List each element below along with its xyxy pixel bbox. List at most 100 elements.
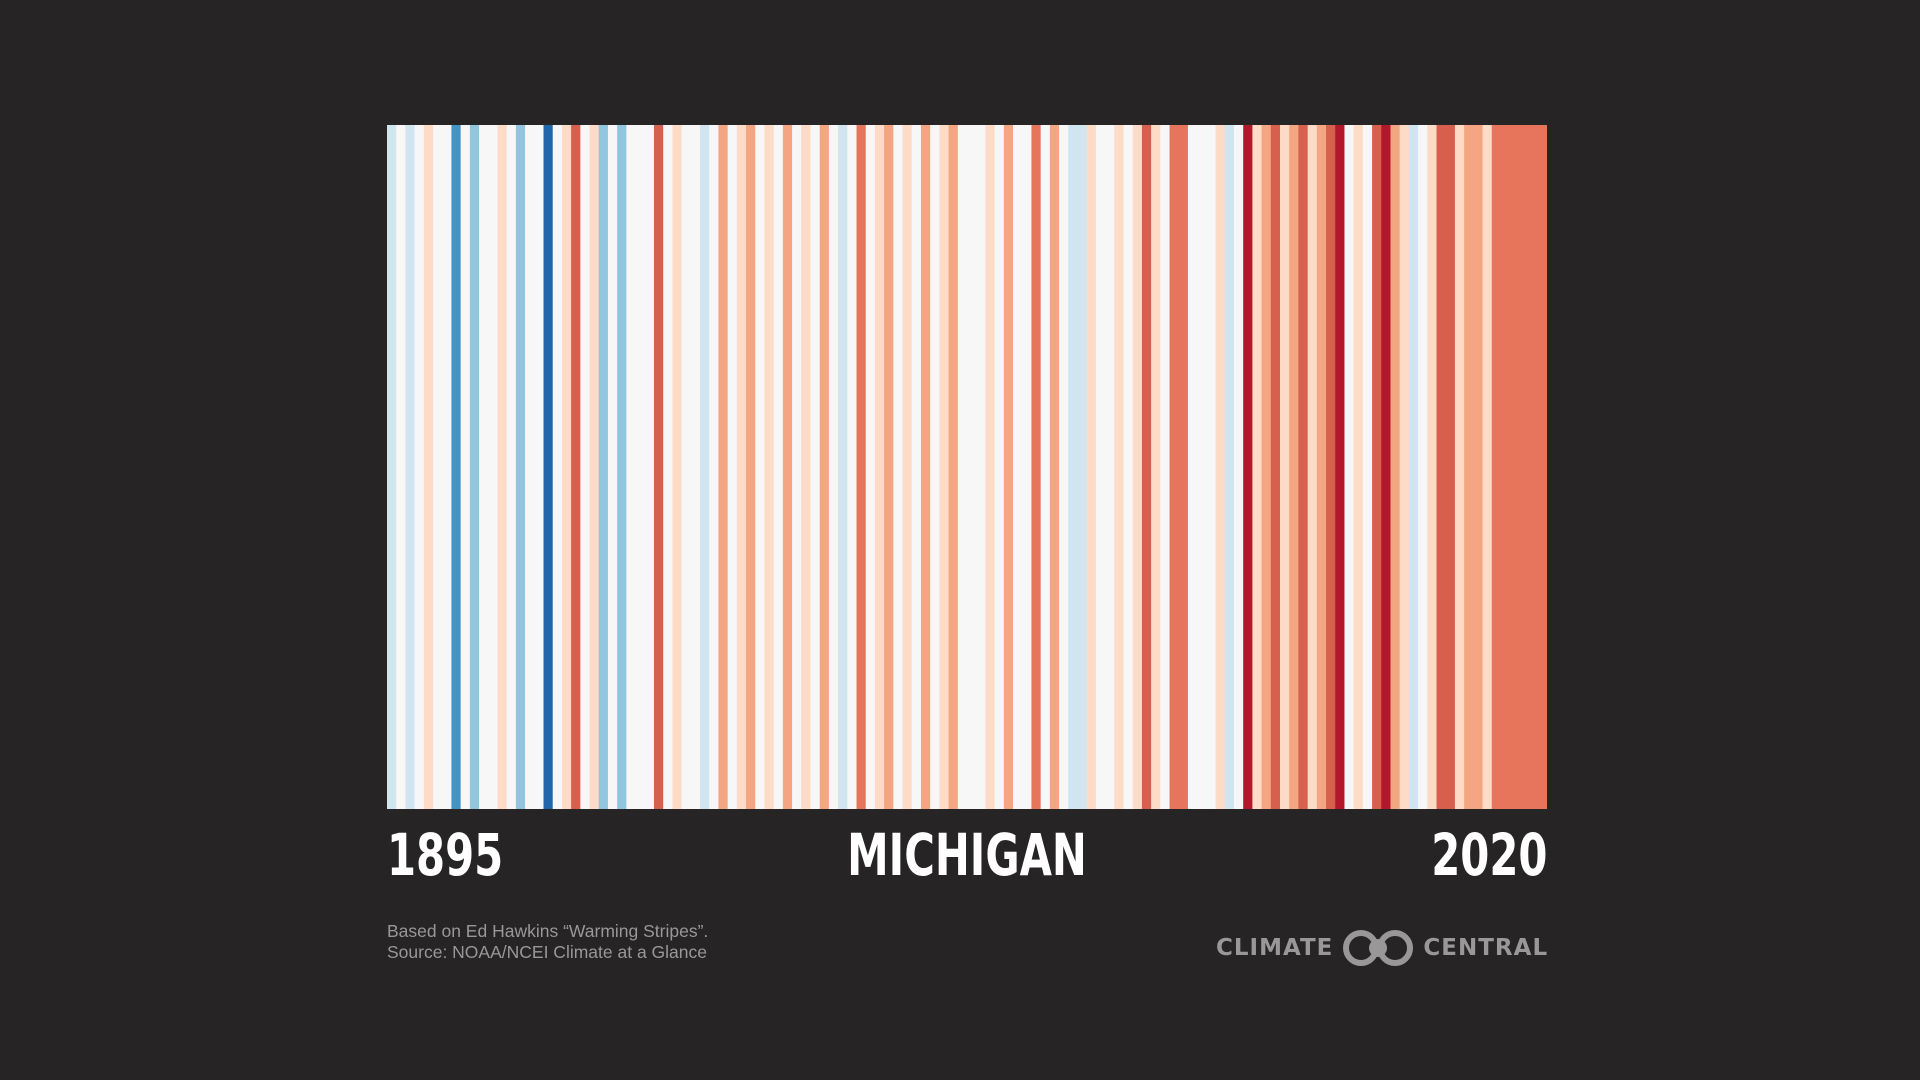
stripe-1985 <box>1215 125 1226 809</box>
stripe-1966 <box>1040 125 1051 809</box>
stripe-1983 <box>1197 125 1207 809</box>
stripe-1909 <box>515 125 526 809</box>
logo-text-right: CENTRAL <box>1423 935 1549 961</box>
stripe-1907 <box>497 125 508 809</box>
stripe-1900 <box>433 125 443 809</box>
stripe-1963 <box>1013 125 1023 809</box>
stripe-2004 <box>1390 125 1401 809</box>
stripe-1926 <box>672 125 683 809</box>
stripe-1949 <box>884 125 894 809</box>
stripe-1897 <box>405 125 416 809</box>
stripe-1938 <box>782 125 793 809</box>
stripe-2014 <box>1482 125 1493 809</box>
stripe-1928 <box>690 125 701 809</box>
stripe-1918 <box>598 125 609 809</box>
stripe-1941 <box>810 125 821 809</box>
stripe-1902 <box>451 125 462 809</box>
stripe-1925 <box>663 125 673 809</box>
stripe-1994 <box>1298 125 1309 809</box>
stripe-1924 <box>653 125 664 809</box>
stripe-1999 <box>1344 125 1355 809</box>
credits-line-source: Source: NOAA/NCEI Climate at a Glance <box>387 942 707 962</box>
stripe-1989 <box>1252 125 1263 809</box>
stripe-2007 <box>1418 125 1428 809</box>
stripe-1922 <box>635 125 646 809</box>
stripe-1984 <box>1206 125 1217 809</box>
stripe-1972 <box>1095 125 1106 809</box>
stripe-1964 <box>1022 125 1033 809</box>
stripe-1939 <box>792 125 802 809</box>
stripe-1954 <box>930 125 940 809</box>
credits-line-attribution: Based on Ed Hawkins “Warming Stripes”. <box>387 921 709 941</box>
stripe-1921 <box>626 125 637 809</box>
stripe-1920 <box>617 125 627 809</box>
stripe-1981 <box>1178 125 1189 809</box>
start-year-label: 1895 <box>387 821 504 889</box>
stripe-1927 <box>681 125 692 809</box>
stripe-1955 <box>939 125 950 809</box>
stripe-1973 <box>1105 125 1115 809</box>
stripe-1995 <box>1307 125 1318 809</box>
stripe-1950 <box>893 125 904 809</box>
stripe-1988 <box>1243 125 1253 809</box>
warming-stripes-chart <box>387 125 1547 809</box>
stripe-1895 <box>387 125 397 809</box>
stripe-1951 <box>902 125 913 809</box>
stripe-1930 <box>709 125 720 809</box>
stripe-1944 <box>838 125 848 809</box>
stripe-1965 <box>1031 125 1042 809</box>
stripe-1919 <box>607 125 618 809</box>
stripe-1962 <box>1003 125 1014 809</box>
stripe-1974 <box>1114 125 1125 809</box>
stripe-1959 <box>976 125 987 809</box>
stripe-1898 <box>414 125 425 809</box>
stripe-2011 <box>1454 125 1465 809</box>
stripe-1990 <box>1261 125 1272 809</box>
stripe-1913 <box>552 125 563 809</box>
credits: Based on Ed Hawkins “Warming Stripes”. S… <box>387 921 708 963</box>
stripe-1935 <box>755 125 766 809</box>
stripe-1936 <box>764 125 775 809</box>
stripe-1948 <box>874 125 885 809</box>
stripe-1899 <box>423 125 434 809</box>
stripe-1901 <box>442 125 453 809</box>
stripe-1960 <box>985 125 996 809</box>
stripe-1908 <box>506 125 517 809</box>
stripe-1937 <box>773 125 784 809</box>
stripe-2005 <box>1399 125 1410 809</box>
stripe-1933 <box>736 125 747 809</box>
stripe-1904 <box>469 125 480 809</box>
stripe-2017 <box>1510 125 1520 809</box>
stripe-2019 <box>1528 125 1539 809</box>
stripe-1969 <box>1068 125 1079 809</box>
end-year-label: 2020 <box>1430 821 1547 889</box>
stripe-1956 <box>948 125 959 809</box>
climate-central-logo: CLIMATE CENTRAL <box>1216 928 1548 968</box>
stripe-1923 <box>644 125 655 809</box>
stripe-1993 <box>1289 125 1300 809</box>
stripe-2015 <box>1491 125 1502 809</box>
stripe-1905 <box>479 125 489 809</box>
stripe-2003 <box>1381 125 1392 809</box>
stripe-2018 <box>1519 125 1530 809</box>
stripe-1929 <box>700 125 710 809</box>
stripe-2001 <box>1362 125 1373 809</box>
stripe-1980 <box>1169 125 1180 809</box>
stripe-1996 <box>1316 125 1327 809</box>
stripe-2002 <box>1372 125 1382 809</box>
stripe-1940 <box>801 125 812 809</box>
stripe-1992 <box>1280 125 1290 809</box>
stripe-1958 <box>967 125 977 809</box>
stripe-1916 <box>580 125 591 809</box>
stripe-1952 <box>911 125 922 809</box>
stripe-1903 <box>460 125 471 809</box>
stripe-1945 <box>847 125 858 809</box>
stripe-1997 <box>1326 125 1336 809</box>
stripe-1976 <box>1132 125 1143 809</box>
stripe-1934 <box>746 125 756 809</box>
stripe-1912 <box>543 125 554 809</box>
stripe-1987 <box>1233 125 1244 809</box>
stripe-1896 <box>396 125 407 809</box>
stripe-1942 <box>819 125 830 809</box>
chart-title: MICHIGAN <box>847 821 1087 889</box>
